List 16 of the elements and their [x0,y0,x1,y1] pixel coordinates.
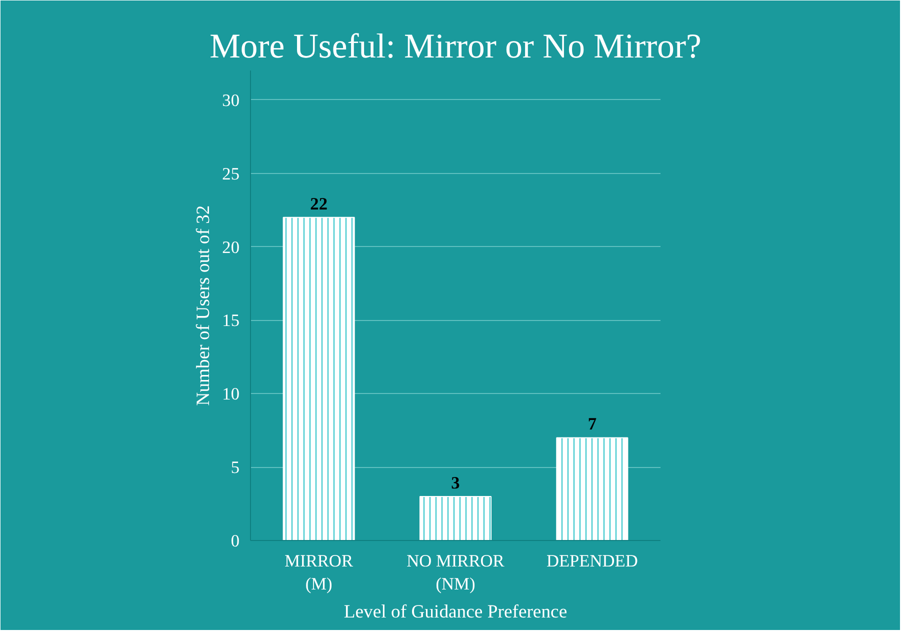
data-label: 7 [588,414,597,434]
y-tick-label: 10 [222,384,240,404]
x-tick-label: DEPENDED [546,552,638,570]
y-tick-label: 0 [230,532,240,550]
y-tick-label: 5 [230,458,240,478]
y-tick-label: 25 [222,164,240,184]
data-label: 22 [310,194,328,214]
x-tick-label: NO MIRROR (NM) [406,552,505,594]
y-tick-label: 20 [222,238,240,257]
x-tick-label: MIRROR (M) [284,552,354,594]
chart-title: More Useful: Mirror or No Mirror? [210,28,702,66]
data-label: 3 [451,473,460,492]
y-tick-label: 15 [222,311,240,330]
y-tick-label: 30 [222,90,240,110]
x-axis-title: Level of Guidance Preference [344,601,568,622]
y-axis-title: Number of Users out of 32 [193,205,214,406]
